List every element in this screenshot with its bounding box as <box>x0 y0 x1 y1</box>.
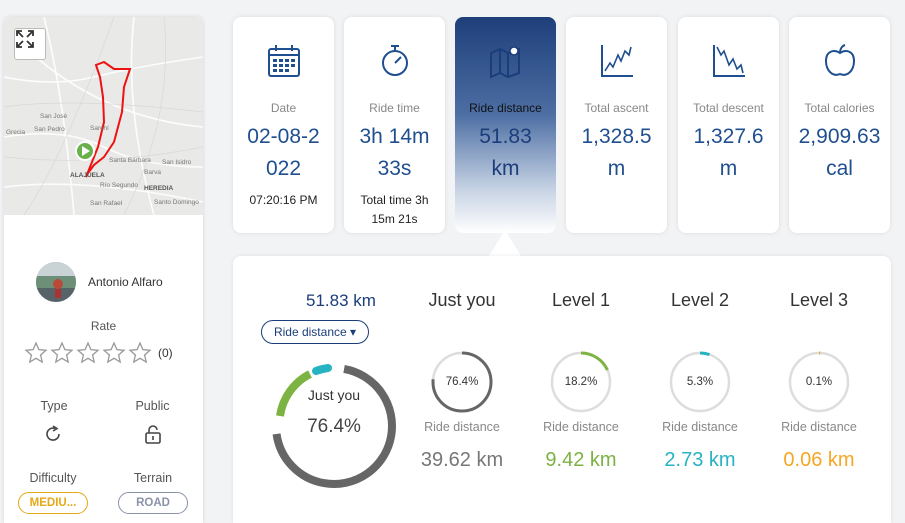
map-icon <box>489 46 520 79</box>
difficulty-badge: MEDIU... <box>18 492 88 514</box>
apple-icon <box>824 44 855 76</box>
map-label: Grecia <box>6 129 26 136</box>
stat-card-total-descent[interactable]: Total descent 1,327.6 m <box>678 17 779 233</box>
stopwatch-icon <box>381 45 408 76</box>
metric-value: 0.06 km <box>783 449 855 471</box>
map-label: San Rafael <box>90 200 123 207</box>
user-name[interactable]: Antonio Alfaro <box>88 275 163 289</box>
stat-label: Date <box>270 101 297 115</box>
metric-value: 39.62 km <box>420 449 504 471</box>
map-label: HEREDIA <box>144 185 174 192</box>
map-label: San Isidro <box>162 159 192 166</box>
column-heading: Just you <box>428 290 496 310</box>
play-icon <box>82 146 90 156</box>
start-marker <box>75 141 95 161</box>
unlock-icon <box>145 425 161 444</box>
ascent-chart-icon <box>600 45 633 77</box>
difficulty-label: Difficulty <box>29 471 77 485</box>
route-map[interactable]: San José Grecia San Pedro Sarchí ALAJUEL… <box>4 17 203 215</box>
share-percent: 76.4% <box>445 376 479 388</box>
share-ring-graphic <box>550 351 612 413</box>
share-percent: 5.3% <box>686 376 714 388</box>
calendar-icon <box>267 45 300 77</box>
big-ring-label: Just you <box>307 387 361 403</box>
stat-value: 1,328.5 m <box>581 125 652 180</box>
metric-label: Ride distance <box>424 420 500 434</box>
map-label: ALAJUELA <box>70 172 105 179</box>
star-icon[interactable] <box>50 341 74 365</box>
distance-breakdown-panel: 51.83 km Ride distance ▾ Just you 76.4% … <box>233 256 891 523</box>
stat-label: Total calories <box>804 101 875 115</box>
metric-label: Ride distance <box>662 420 738 434</box>
metric-label: Ride distance <box>781 420 857 434</box>
public-label: Public <box>135 399 170 413</box>
avatar[interactable] <box>36 262 76 302</box>
share-ring-graphic <box>431 351 493 413</box>
share-ring-graphic <box>669 351 731 413</box>
share-ring: 18.2% <box>549 350 613 414</box>
map-label: San José <box>40 113 68 120</box>
map-label: Barva <box>144 169 161 176</box>
stat-subtext: 07:20:16 PM <box>249 193 318 207</box>
loop-icon <box>46 425 60 441</box>
total-distance: 51.83 km <box>306 291 376 310</box>
rating-stars[interactable]: (0) <box>24 341 173 365</box>
route-line <box>85 60 132 178</box>
share-ring: 76.4% <box>430 350 494 414</box>
user-info[interactable]: Antonio Alfaro <box>36 262 163 302</box>
type-label: Type <box>40 399 68 413</box>
stat-value: 3h 14m 33s <box>359 125 430 180</box>
active-card-pointer <box>489 230 521 256</box>
descent-chart-icon <box>712 45 745 77</box>
expand-icon <box>16 30 34 48</box>
rating-count: (0) <box>158 346 173 360</box>
share-percent: 0.1% <box>805 376 833 388</box>
ride-summary-card: San José Grecia San Pedro Sarchí ALAJUEL… <box>4 17 203 523</box>
stat-label: Total descent <box>693 101 764 115</box>
stat-card-date[interactable]: Date 02-08-2 022 07:20:16 PM <box>233 17 334 233</box>
big-ring-percent: 76.4% <box>307 416 361 437</box>
stat-card-ride-time[interactable]: Ride time 3h 14m 33s Total time 3h 15m 21s <box>344 17 445 233</box>
stat-label: Total ascent <box>584 101 649 115</box>
stat-value: 2,909.63 cal <box>798 125 881 180</box>
metric-label: Ride distance <box>543 420 619 434</box>
metric-value: 9.42 km <box>545 449 617 471</box>
stat-value: 51.83 km <box>479 125 532 180</box>
column-heading: Level 1 <box>551 290 611 310</box>
stat-value: 1,327.6 m <box>693 125 764 180</box>
share-ring: 0.1% <box>787 350 851 414</box>
map-label: San Pedro <box>34 126 65 133</box>
stat-label: Ride distance <box>469 101 542 115</box>
terrain-badge: ROAD <box>118 492 188 514</box>
column-heading: Level 2 <box>670 290 730 310</box>
rate-label: Rate <box>90 319 117 333</box>
stat-value: 02-08-2 022 <box>247 125 320 180</box>
star-icon[interactable] <box>128 341 152 365</box>
map-label: Santa Bárbara <box>109 157 151 164</box>
expand-map-button[interactable] <box>14 28 46 60</box>
share-ring: 5.3% <box>668 350 732 414</box>
share-percent: 18.2% <box>564 376 598 388</box>
terrain-label: Terrain <box>133 471 173 485</box>
map-label: Río Segundo <box>100 182 138 189</box>
column-heading: Level 3 <box>789 290 849 310</box>
total-share-ring <box>272 363 396 488</box>
metric-value: 2.73 km <box>664 449 736 471</box>
star-icon[interactable] <box>24 341 48 365</box>
stat-card-ride-distance[interactable]: Ride distance 51.83 km <box>455 17 556 233</box>
metric-dropdown[interactable]: Ride distance ▾ <box>261 320 369 344</box>
stat-card-total-calories[interactable]: Total calories 2,909.63 cal <box>789 17 890 233</box>
map-label: Santo Domingo <box>154 199 199 206</box>
star-icon[interactable] <box>76 341 100 365</box>
map-label: Sarchí <box>90 125 109 132</box>
stat-label: Ride time <box>369 101 420 115</box>
share-ring-graphic <box>788 351 850 413</box>
avatar-image <box>36 262 76 302</box>
stat-subtext: Total time 3h 15m 21s <box>360 193 429 226</box>
star-icon[interactable] <box>102 341 126 365</box>
stat-card-total-ascent[interactable]: Total ascent 1,328.5 m <box>566 17 667 233</box>
